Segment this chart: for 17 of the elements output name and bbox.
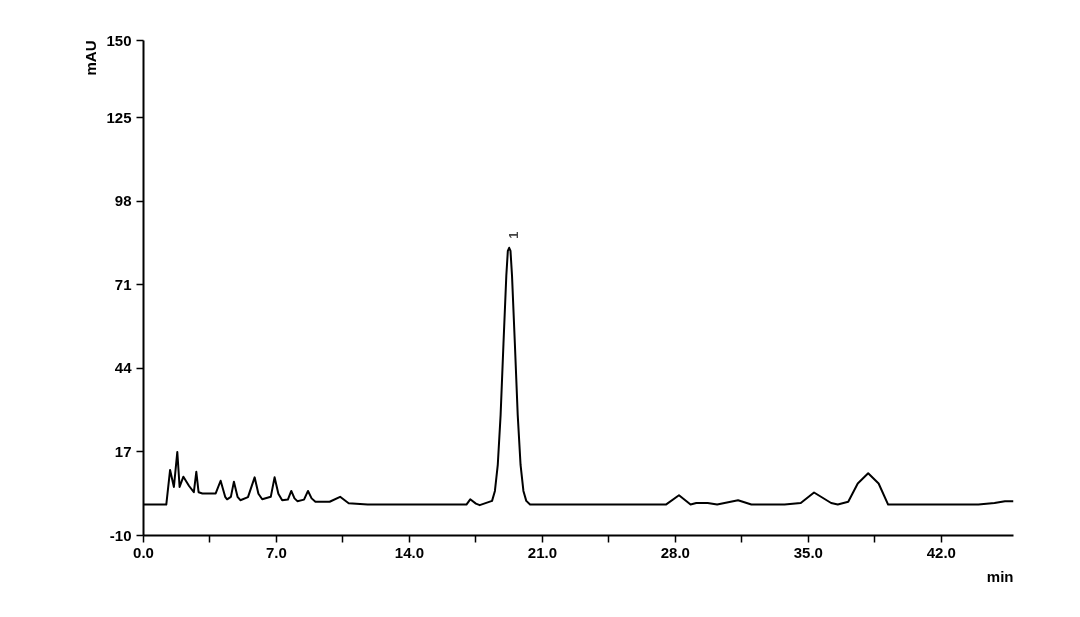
y-axis-title: mAU <box>81 40 99 76</box>
y-tick-label: 125 <box>106 108 132 126</box>
x-tick-label: 0.0 <box>133 543 154 561</box>
x-tick-label: 7.0 <box>266 543 287 561</box>
x-tick-label: 28.0 <box>660 543 690 561</box>
x-tick-label: 14.0 <box>394 543 425 561</box>
y-tick-label: 17 <box>114 442 132 460</box>
y-tick-label: 98 <box>114 192 132 210</box>
y-tick-label: 44 <box>114 359 133 377</box>
y-tick-label: 150 <box>106 31 132 49</box>
x-axis-title: min <box>986 567 1014 585</box>
x-tick-label: 21.0 <box>527 543 558 561</box>
y-tick-label: 71 <box>114 275 132 293</box>
x-tick-label: 35.0 <box>793 543 823 561</box>
y-tick-label: -10 <box>109 526 132 544</box>
x-tick-label: 42.0 <box>926 543 956 561</box>
annotation: 1 <box>505 231 521 239</box>
